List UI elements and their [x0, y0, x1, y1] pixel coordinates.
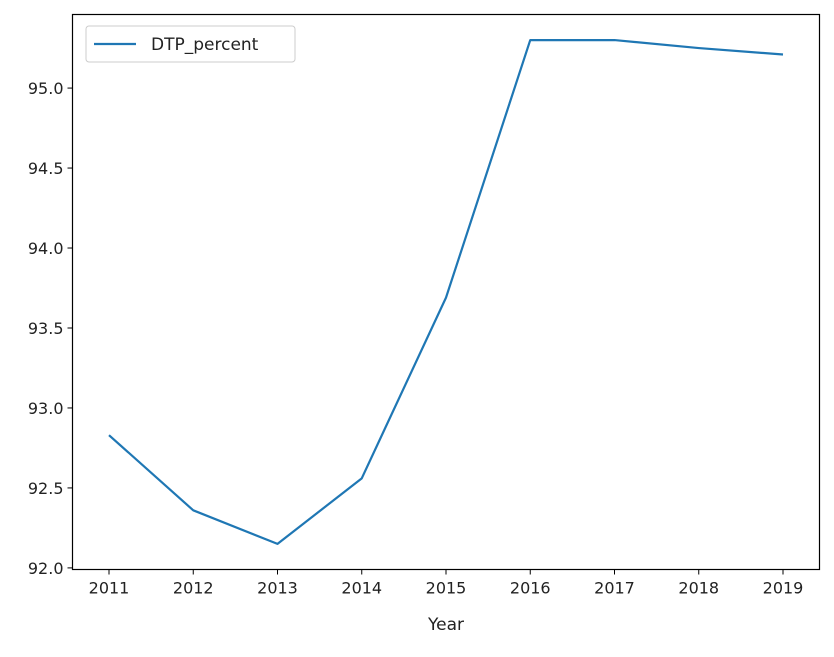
- x-tick-label: 2013: [257, 579, 298, 598]
- x-tick-label: 2012: [173, 579, 214, 598]
- legend-label: DTP_percent: [151, 35, 259, 55]
- y-tick-label: 95.0: [28, 79, 64, 98]
- x-tick-label: 2011: [89, 579, 130, 598]
- x-axis-label: Year: [427, 615, 464, 635]
- legend-box: [85, 25, 296, 63]
- x-tick-label: 2017: [594, 579, 635, 598]
- x-tick-label: 2019: [763, 579, 804, 598]
- y-axis-ticks: 92.0 92.5 93.0 93.5 94.0 94.5 95.0: [28, 79, 73, 578]
- legend: DTP_percent: [85, 25, 296, 63]
- x-tick-label: 2015: [426, 579, 467, 598]
- x-tick-label: 2016: [510, 579, 551, 598]
- y-tick-label: 92.5: [28, 479, 64, 498]
- plot-area-frame: [71, 13, 821, 571]
- x-tick-label: 2018: [678, 579, 719, 598]
- y-tick-label: 93.0: [28, 399, 64, 418]
- x-axis-ticks: 2011 2012 2013 2014 2015 2016 2017 2018 2019: [89, 569, 804, 598]
- y-tick-label: 94.0: [28, 239, 64, 258]
- series-layer: [108, 38, 784, 546]
- y-tick-label: 93.5: [28, 319, 64, 338]
- y-tick-label: 94.5: [28, 159, 64, 178]
- x-tick-label: 2014: [341, 579, 382, 598]
- series-line-DTP_percent: [108, 38, 784, 546]
- y-tick-label: 92.0: [28, 559, 64, 578]
